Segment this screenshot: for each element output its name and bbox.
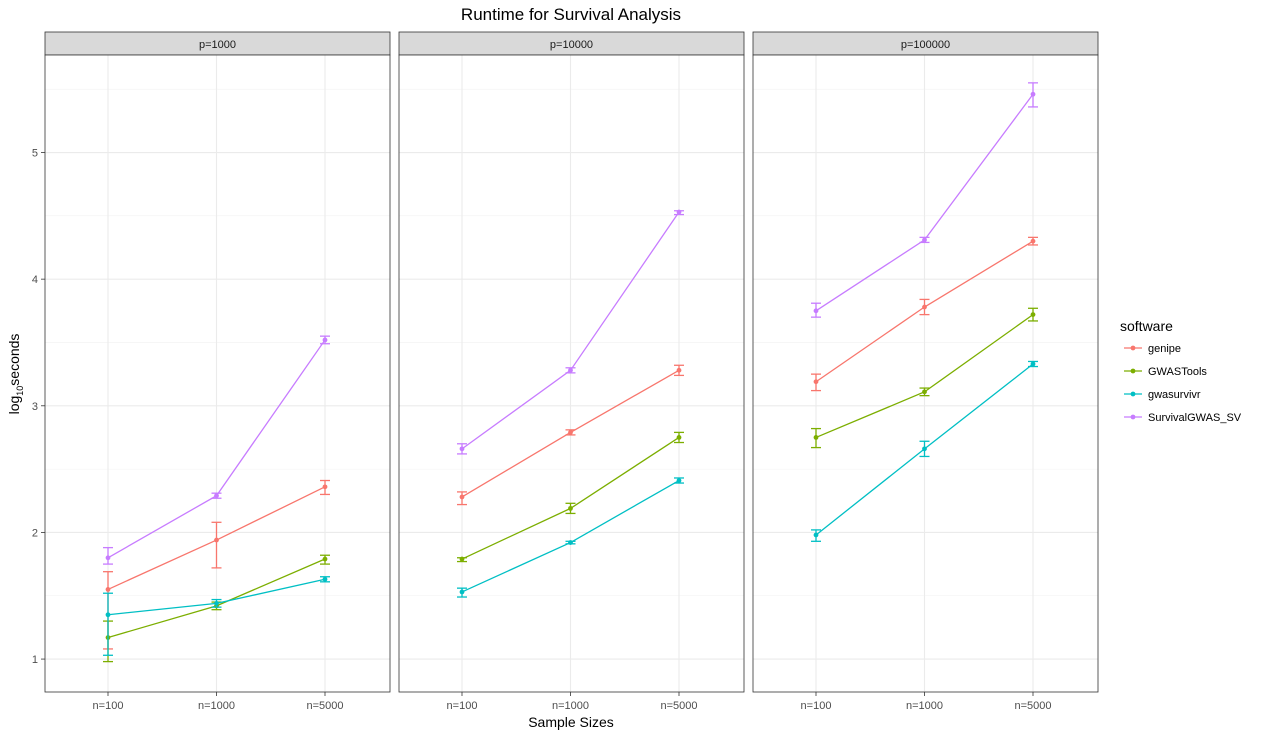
legend-label: genipe — [1148, 343, 1181, 355]
x-tick-label: n=5000 — [1014, 700, 1051, 712]
legend-key-point — [1130, 414, 1136, 420]
x-tick-label: n=1000 — [552, 700, 589, 712]
data-point — [1030, 361, 1036, 367]
y-axis: 1 2 3 4 5 — [32, 148, 45, 666]
legend: software genipe GWASTools gwasurvivr Surviv… — [1120, 318, 1242, 424]
data-point — [322, 556, 328, 562]
panel-background — [753, 55, 1098, 692]
legend-title: software — [1120, 318, 1173, 334]
data-point — [105, 587, 111, 592]
data-point — [676, 478, 682, 483]
data-point — [1030, 238, 1036, 244]
data-point — [568, 540, 573, 545]
data-point — [676, 367, 682, 373]
panel-border — [398, 54, 745, 693]
data-point — [322, 576, 328, 582]
facet-strip-label: p=1000 — [199, 39, 236, 51]
panel-border — [752, 54, 1099, 693]
panel-background — [45, 55, 390, 692]
x-tick-label: n=100 — [447, 700, 478, 712]
data-point — [322, 337, 328, 343]
data-point — [459, 589, 465, 595]
panel-border — [44, 54, 391, 693]
series-SurvivalGWAS_SV — [811, 82, 1038, 318]
legend-label: GWASTools — [1148, 366, 1207, 378]
facet-panel: p=1000 n=100 n=1000 n=5000 — [44, 31, 391, 712]
series-SurvivalGWAS_SV — [103, 335, 330, 565]
legend-key-point — [1130, 345, 1136, 351]
data-point — [813, 532, 819, 538]
data-point — [1030, 312, 1036, 318]
data-point — [459, 556, 465, 562]
series-gwasurvivr — [811, 360, 1038, 542]
y-tick-label: 2 — [32, 527, 38, 539]
series-genipe — [811, 236, 1038, 392]
y-axis-title: log10seconds — [6, 334, 25, 415]
y-tick-label: 1 — [32, 654, 38, 666]
x-tick-label: n=1000 — [198, 700, 235, 712]
y-axis-title-base: log — [6, 396, 22, 415]
facet-panel: p=10000 n=100 n=1000 n=5000 — [398, 31, 745, 712]
data-point — [813, 435, 819, 440]
facet-strip-label: p=10000 — [550, 39, 593, 51]
data-point — [568, 367, 573, 373]
legend-key-point — [1130, 391, 1136, 397]
data-point — [105, 612, 111, 618]
data-point — [676, 435, 682, 440]
data-point — [214, 600, 219, 606]
data-point — [568, 429, 573, 435]
x-tick-label: n=5000 — [660, 700, 697, 712]
data-point — [922, 237, 927, 243]
data-point — [813, 379, 819, 385]
data-point — [105, 555, 111, 561]
data-point — [1030, 91, 1036, 97]
legend-entry: GWASTools — [1124, 366, 1207, 378]
series-SurvivalGWAS_SV — [457, 209, 684, 455]
data-point — [676, 209, 682, 215]
facet-panel: p=100000 n=100 n=1000 n=5000 — [752, 31, 1099, 712]
data-point — [459, 494, 465, 500]
data-point — [922, 304, 927, 310]
legend-entry: genipe — [1124, 343, 1181, 355]
x-tick-label: n=1000 — [906, 700, 943, 712]
facet-strip-label: p=100000 — [901, 39, 950, 51]
legend-key-point — [1130, 368, 1136, 374]
legend-entry: gwasurvivr — [1124, 389, 1201, 401]
data-point — [214, 537, 219, 543]
y-tick-label: 3 — [32, 401, 38, 413]
y-tick-label: 5 — [32, 148, 38, 160]
data-point — [322, 484, 328, 490]
y-tick-label: 4 — [32, 274, 38, 286]
x-tick-label: n=100 — [801, 700, 832, 712]
series-GWASTools — [811, 307, 1038, 449]
legend-entry: SurvivalGWAS_SV — [1124, 412, 1242, 424]
series-gwasurvivr — [103, 576, 330, 656]
y-axis-title-rest: seconds — [6, 334, 22, 386]
x-tick-label: n=100 — [93, 700, 124, 712]
y-axis-title-subscript: 10 — [15, 386, 25, 396]
data-point — [459, 446, 465, 452]
x-axis-title: Sample Sizes — [528, 714, 614, 730]
chart-title: Runtime for Survival Analysis — [461, 5, 681, 24]
data-point — [922, 389, 927, 395]
series-GWASTools — [457, 431, 684, 563]
legend-label: gwasurvivr — [1148, 389, 1201, 401]
x-tick-label: n=5000 — [306, 700, 343, 712]
facet-panels: p=1000 n=100 n=1000 n=5000 p=10000 n=100 n=100… — [32, 31, 1099, 712]
data-point — [813, 308, 819, 314]
series-gwasurvivr — [457, 477, 684, 598]
data-point — [568, 505, 573, 511]
data-point — [922, 446, 927, 452]
data-point — [214, 493, 219, 499]
series-genipe — [457, 364, 684, 506]
legend-label: SurvivalGWAS_SV — [1148, 412, 1242, 424]
